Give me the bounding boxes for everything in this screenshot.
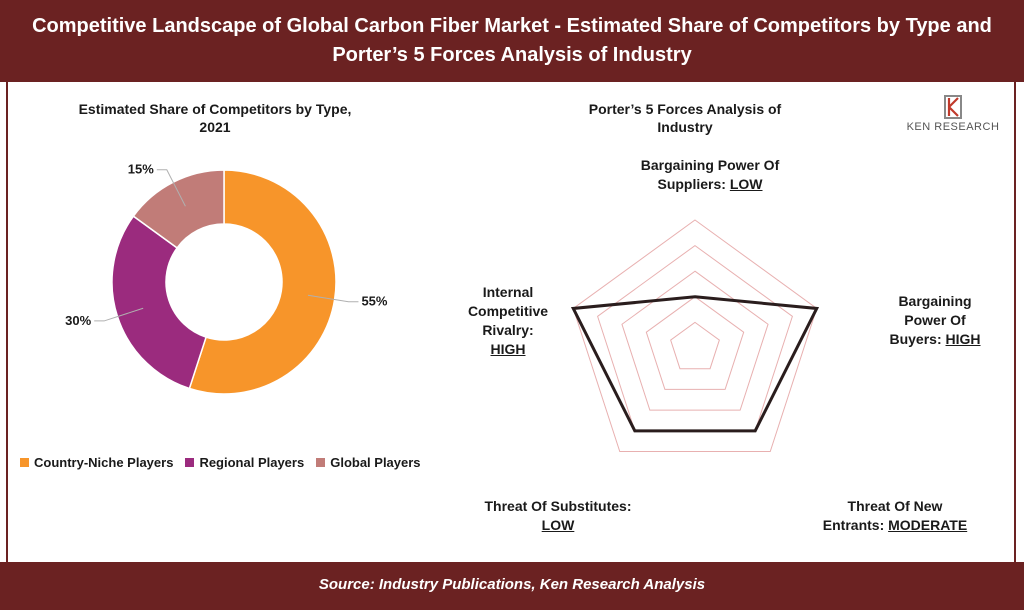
force-entrants-prefix: Entrants: [822,517,889,533]
force-buyers-prefix: Buyers: [889,331,946,347]
donut-slice-global [132,169,225,249]
force-suppliers-prefix: Suppliers: [657,176,730,192]
header-bar: Competitive Landscape of Global Carbon F… [0,0,1024,82]
force-substitutes-line2: LOW [448,516,668,535]
force-buyers-line1: Bargaining [898,293,972,309]
donut-leader-regional [94,307,144,322]
force-buyers-line2: Power Of [904,312,966,328]
legend-swatch-country [20,458,29,467]
legend-item-regional: Regional Players [185,455,304,470]
force-buyers-line3: Buyers: HIGH [860,330,1010,349]
source-note: Source: Industry Publications, Ken Resea… [318,576,706,593]
donut-leader-country [307,294,359,303]
legend-swatch-regional [185,458,195,467]
ken-research-logo: KEN RESEARCH [888,92,1018,140]
donut-title-line1: Estimated Share of Competitors by Type, [78,101,352,117]
force-entrants-rating: MODERATE [888,517,968,533]
donut-label-global: 15% [128,162,154,177]
force-rivalry-line1: Internal [482,284,534,300]
donut-legend: Country-Niche Players Regional Players G… [20,455,421,470]
force-suppliers-line2: Suppliers: LOW [600,175,820,194]
force-entrants-line2: Entrants: MODERATE [795,516,995,535]
donut-leader-global [156,169,186,207]
force-label-buyers: Bargaining Power Of Buyers: HIGH [860,292,1010,349]
radar-title-line2: Industry [657,119,713,135]
legend-label-regional: Regional Players [199,455,305,470]
page-title: Competitive Landscape of Global Carbon F… [32,15,992,66]
radar-chart-title: Porter’s 5 Forces Analysis of Industry [540,100,830,136]
force-entrants-line1: Threat Of New [847,498,943,514]
donut-slice-country [188,169,337,395]
legend-item-country: Country-Niche Players [20,455,173,470]
content-frame [6,82,1016,562]
force-label-substitutes: Threat Of Substitutes: LOW [448,497,668,535]
legend-swatch-global [316,458,326,467]
radar-grid-ring-3 [621,270,769,411]
force-suppliers-rating: LOW [729,176,763,192]
donut-slice-regional [111,215,208,390]
force-rivalry-line2: Competitive [467,303,549,319]
donut-label-regional: 30% [65,313,91,328]
radar-grid-ring-5 [572,219,818,453]
legend-item-global: Global Players [316,455,421,470]
radar-chart [570,219,820,453]
radar-title-line1: Porter’s 5 Forces Analysis of [588,101,782,117]
donut-label-country: 55% [361,294,387,309]
force-suppliers-line1: Bargaining Power Of [640,157,780,173]
force-rivalry-rating: HIGH [490,341,526,357]
donut-chart: 55% 30% 15% [65,162,388,395]
donut-chart-title: Estimated Share of Competitors by Type, … [20,100,410,136]
force-label-suppliers: Bargaining Power Of Suppliers: LOW [600,156,820,194]
legend-label-global: Global Players [330,455,421,470]
force-substitutes-rating: LOW [541,517,575,533]
logo-text: KEN RESEARCH [906,121,1000,133]
donut-title-line2: 2021 [199,119,231,135]
footer-bar: Source: Industry Publications, Ken Resea… [0,562,1024,610]
legend-label-country: Country-Niche Players [34,455,174,470]
radar-grid-ring-2 [645,296,745,390]
force-label-new-entrants: Threat Of New Entrants: MODERATE [795,497,995,535]
force-label-rivalry: Internal Competitive Rivalry: HIGH [448,283,568,359]
ken-research-logo-icon [944,95,962,119]
force-rivalry-line4: HIGH [448,340,568,359]
force-rivalry-line3: Rivalry: [482,322,534,338]
force-buyers-rating: HIGH [945,331,981,347]
radar-series-polygon [570,295,820,433]
force-substitutes-line1: Threat Of Substitutes: [484,498,632,514]
radar-grid-ring-1 [670,321,720,370]
